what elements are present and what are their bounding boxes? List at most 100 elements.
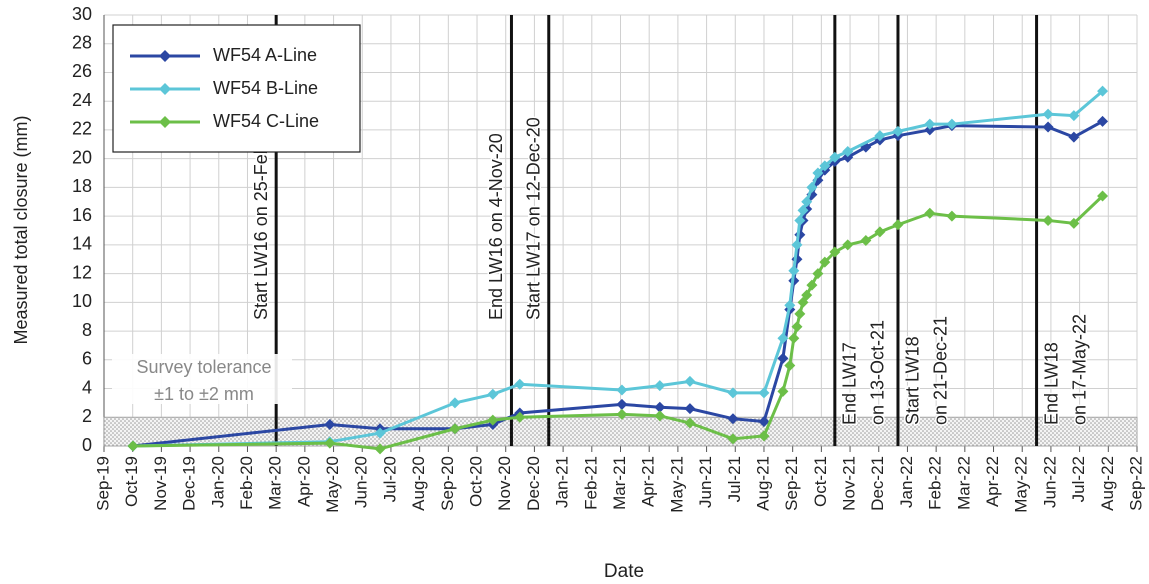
event-label: Start LW17 on 12-Dec-20 xyxy=(524,117,544,320)
legend-marker xyxy=(159,116,171,128)
data-point xyxy=(924,207,936,219)
data-point xyxy=(801,289,813,301)
x-tick-label: Aug-22 xyxy=(1098,456,1117,511)
x-tick-label: Jul-22 xyxy=(1069,456,1088,502)
data-point xyxy=(819,256,831,268)
data-point xyxy=(777,332,789,344)
data-point xyxy=(777,352,789,364)
y-tick-label: 0 xyxy=(82,435,92,455)
data-point xyxy=(1068,110,1080,122)
data-point xyxy=(514,378,526,390)
y-tick-label: 18 xyxy=(72,176,92,196)
x-tick-label: Sep-19 xyxy=(93,456,112,511)
data-point xyxy=(449,397,461,409)
data-point xyxy=(324,437,336,449)
data-point xyxy=(654,380,666,392)
y-tick-label: 4 xyxy=(82,377,92,397)
data-point xyxy=(788,265,800,277)
data-point xyxy=(874,130,886,142)
x-tick-label: Sep-22 xyxy=(1126,456,1145,511)
event-label: on 21-Dec-21 xyxy=(931,316,951,425)
data-point xyxy=(1042,108,1054,120)
legend-label: WF54 A-Line xyxy=(213,45,317,65)
data-point xyxy=(946,210,958,222)
data-point xyxy=(794,308,806,320)
y-tick-label: 20 xyxy=(72,147,92,167)
data-point xyxy=(727,387,739,399)
data-point xyxy=(514,411,526,423)
series-line xyxy=(132,90,1104,448)
data-point xyxy=(684,403,696,415)
y-tick-label: 30 xyxy=(72,4,92,24)
data-point xyxy=(487,388,499,400)
event-label: End LW16 on 4-Nov-20 xyxy=(486,133,506,320)
data-point xyxy=(487,414,499,426)
y-tick-label: 2 xyxy=(82,406,92,426)
x-axis-label: Date xyxy=(604,561,644,582)
data-point xyxy=(758,430,770,442)
data-point xyxy=(806,279,818,291)
x-tick-label: Jun-21 xyxy=(696,456,715,508)
data-point xyxy=(616,398,628,410)
x-tick-label: Apr-21 xyxy=(639,456,658,507)
data-point xyxy=(842,151,854,163)
data-point xyxy=(1068,131,1080,143)
x-tick-label: Nov-19 xyxy=(151,456,170,511)
data-point xyxy=(616,408,628,420)
data-point xyxy=(801,196,813,208)
y-tick-label: 28 xyxy=(72,32,92,52)
data-point xyxy=(842,145,854,157)
data-point xyxy=(892,219,904,231)
data-point xyxy=(324,418,336,430)
event-label: Start LW16 on 25-Feb-20 xyxy=(251,118,271,320)
x-tick-label: Dec-19 xyxy=(180,456,199,511)
x-tick-label: May-22 xyxy=(1012,456,1031,513)
legend-marker xyxy=(159,50,171,62)
legend-marker xyxy=(159,83,171,95)
data-point xyxy=(842,239,854,251)
x-tick-label: Apr-22 xyxy=(983,456,1002,507)
event-label: Start LW18 xyxy=(903,336,923,425)
data-point xyxy=(654,401,666,413)
data-point xyxy=(684,375,696,387)
data-point xyxy=(1097,115,1109,127)
x-tick-label: Nov-21 xyxy=(840,456,859,511)
y-tick-label: 10 xyxy=(72,291,92,311)
x-tick-label: Dec-20 xyxy=(524,456,543,511)
y-axis-label: Measured total closure (mm) xyxy=(11,115,31,344)
x-tick-label: Feb-20 xyxy=(237,456,256,510)
x-tick-label: Jul-20 xyxy=(380,456,399,502)
data-point xyxy=(812,268,824,280)
data-point xyxy=(791,239,803,251)
x-tick-label: Sep-21 xyxy=(782,456,801,511)
data-point xyxy=(374,427,386,439)
y-tick-label: 22 xyxy=(72,119,92,139)
data-point xyxy=(449,423,461,435)
data-point xyxy=(374,443,386,455)
x-tick-label: May-21 xyxy=(667,456,686,513)
y-tick-label: 24 xyxy=(72,90,92,110)
x-tick-label: Oct-20 xyxy=(467,456,486,507)
y-tick-label: 8 xyxy=(82,320,92,340)
series-line xyxy=(132,194,1104,451)
data-point xyxy=(791,321,803,333)
data-point xyxy=(1097,190,1109,202)
data-point xyxy=(812,167,824,179)
event-label: on 13-Oct-21 xyxy=(868,320,888,425)
x-tick-label: Sep-20 xyxy=(438,456,457,511)
x-tick-label: Oct-21 xyxy=(811,456,830,507)
event-label: on 17-May-22 xyxy=(1069,314,1089,425)
data-point xyxy=(860,235,872,247)
data-point xyxy=(806,181,818,193)
data-point xyxy=(777,385,789,397)
data-point xyxy=(819,160,831,172)
y-tick-label: 6 xyxy=(82,349,92,369)
tolerance-label: ±1 to ±2 mm xyxy=(154,384,254,404)
legend-label: WF54 B-Line xyxy=(213,78,318,98)
data-point xyxy=(684,417,696,429)
data-point xyxy=(616,384,628,396)
data-point xyxy=(1042,214,1054,226)
x-tick-label: Mar-21 xyxy=(610,456,629,510)
data-point xyxy=(1068,217,1080,229)
